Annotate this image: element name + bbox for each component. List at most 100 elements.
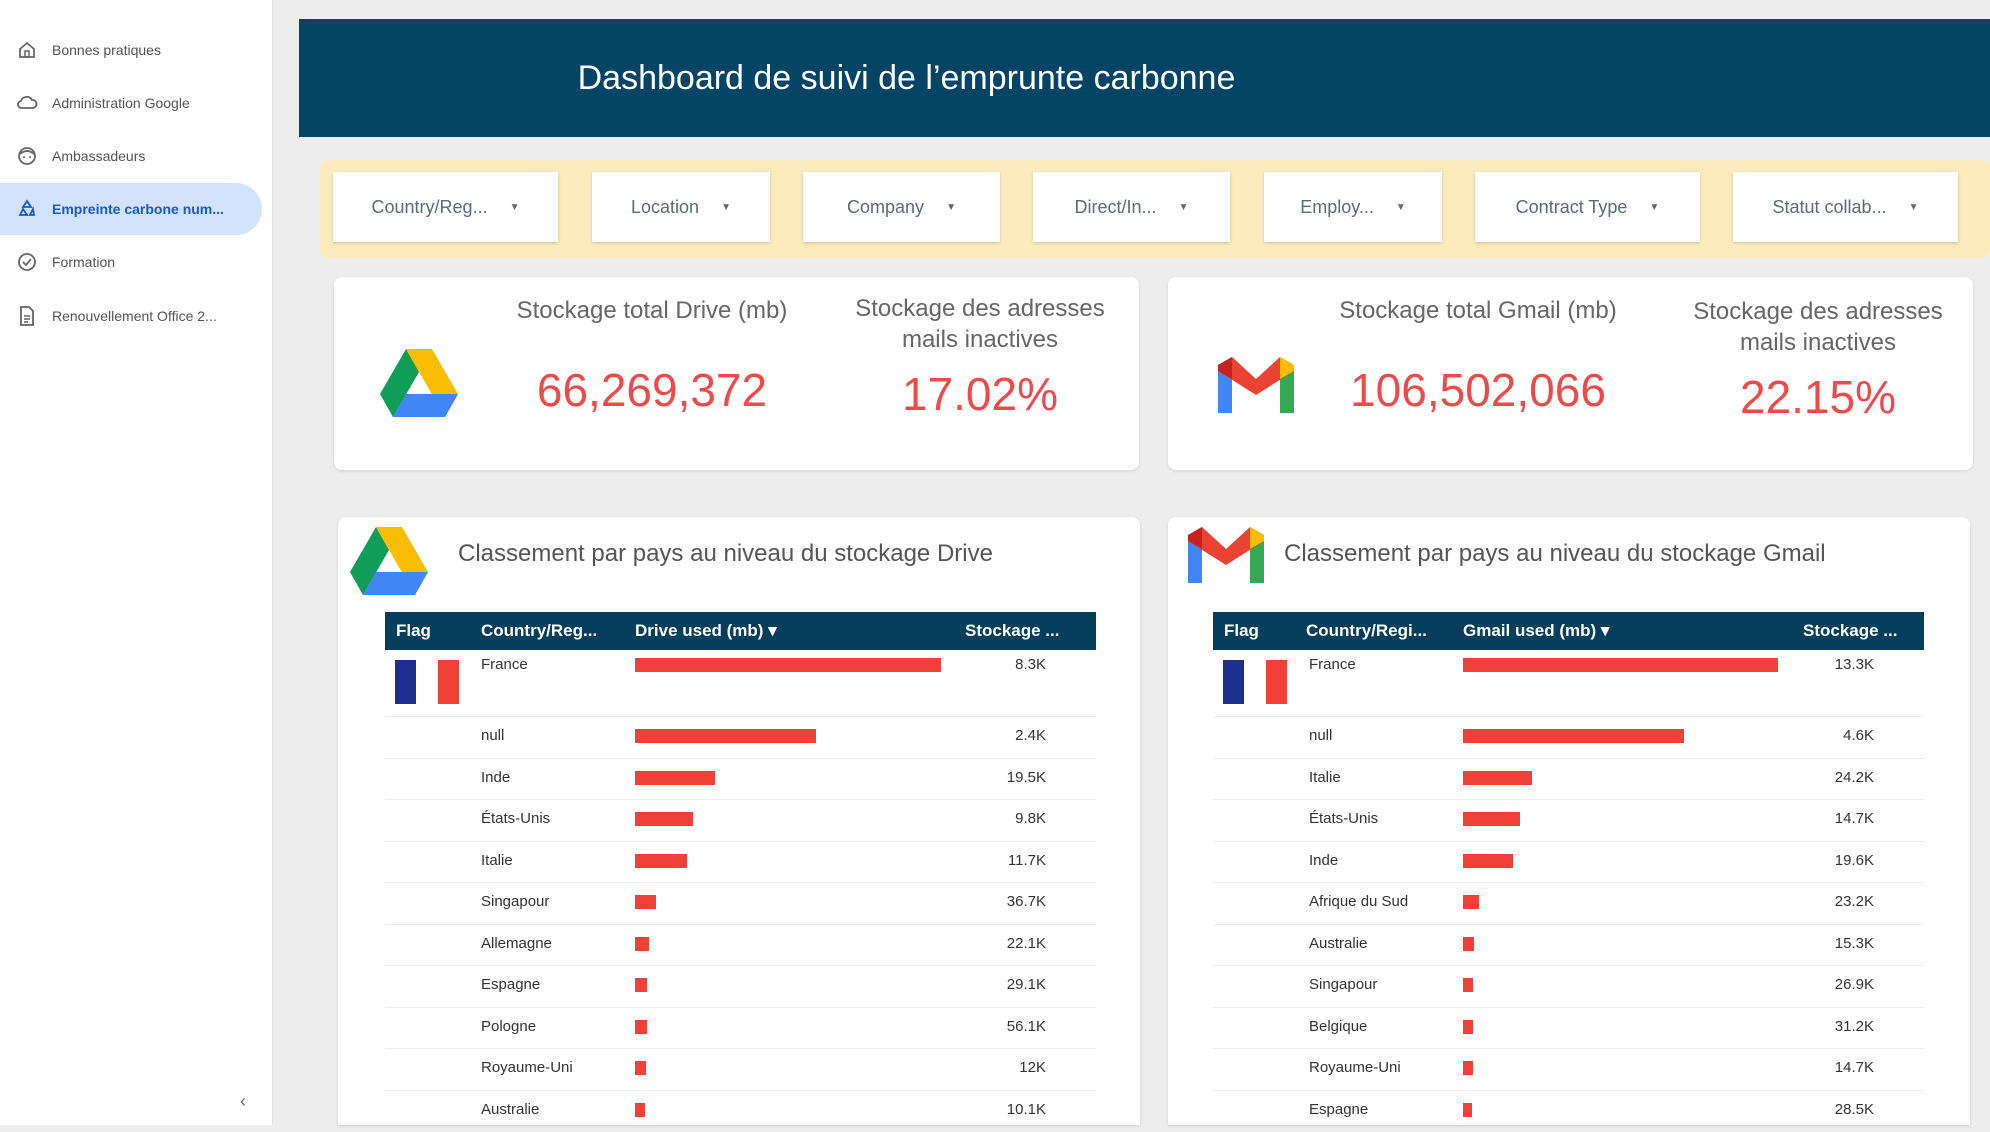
country-cell: null (481, 727, 504, 744)
dashboard-header: Dashboard de suivi de l’emprunte carbonn… (299, 19, 1990, 137)
usage-bar (1463, 854, 1513, 868)
country-cell: null (1309, 727, 1332, 744)
country-cell: Royaume-Uni (1309, 1059, 1401, 1076)
gmail-kpi-card: Stockage total Gmail (mb) 106,502,066 St… (1168, 277, 1973, 470)
country-cell: États-Unis (1309, 810, 1378, 827)
usage-bar (635, 812, 693, 826)
filter-company[interactable]: Company▼ (803, 172, 1000, 242)
country-cell: Australie (481, 1101, 539, 1118)
table-row[interactable]: États-Unis 14.7K (1213, 800, 1924, 842)
column-header-gmail-used[interactable]: Gmail used (mb) ▾ (1463, 621, 1609, 641)
country-cell: Inde (481, 769, 510, 786)
filter-location[interactable]: Location ▼ (592, 172, 770, 242)
sidebar-item-label: Administration Google (52, 95, 190, 111)
sidebar-item-bonnes-pratiques[interactable]: Bonnes pratiques (0, 24, 262, 76)
country-cell: Inde (1309, 852, 1338, 869)
country-cell: Espagne (1309, 1101, 1368, 1118)
drive-inactive-value: 17.02% (838, 367, 1122, 421)
country-cell: Singapour (481, 893, 549, 910)
sidebar-item-ambassadeurs[interactable]: Ambassadeurs (0, 130, 262, 182)
stockage-cell: 29.1K (1007, 976, 1046, 993)
usage-bar (635, 771, 715, 785)
filter-contract-type[interactable]: Contract Type▼ (1475, 172, 1700, 242)
google-drive-icon (350, 527, 428, 602)
stockage-cell: 2.4K (1015, 727, 1046, 744)
column-header-country[interactable]: Country/Reg... (481, 621, 597, 641)
sidebar-item-empreinte-carbone[interactable]: Empreinte carbone num... (0, 183, 262, 235)
country-cell: Italie (1309, 769, 1341, 786)
usage-bar (635, 895, 656, 909)
usage-bar (635, 658, 941, 672)
sidebar: Bonnes pratiques Administration Google A… (0, 0, 273, 1125)
stockage-cell: 24.2K (1835, 769, 1874, 786)
sidebar-item-administration-google[interactable]: Administration Google (0, 77, 262, 129)
france-flag-icon (1223, 660, 1287, 704)
country-cell: Singapour (1309, 976, 1377, 993)
table-row[interactable]: Italie 24.2K (1213, 759, 1924, 801)
dropdown-caret-icon: ▼ (721, 202, 731, 213)
table-header: Flag Country/Regi... Gmail used (mb) ▾ S… (1213, 612, 1924, 650)
usage-bar (635, 1103, 645, 1117)
usage-bar (635, 937, 649, 951)
usage-bar (1463, 1103, 1472, 1117)
column-header-stockage[interactable]: Stockage ... (965, 621, 1059, 641)
column-header-country[interactable]: Country/Regi... (1306, 621, 1427, 641)
column-header-stockage[interactable]: Stockage ... (1803, 621, 1897, 641)
stockage-cell: 56.1K (1007, 1018, 1046, 1035)
drive-total-label: Stockage total Drive (mb) (484, 295, 820, 326)
dropdown-caret-icon: ▼ (510, 202, 520, 213)
filter-country-region[interactable]: Country/Reg... ▼ (333, 172, 558, 242)
gmail-inactive-label: Stockage des adresses mails inactives (1668, 296, 1968, 358)
stockage-cell: 31.2K (1835, 1018, 1874, 1035)
dropdown-caret-icon: ▼ (1179, 202, 1189, 213)
filter-direct-indirect[interactable]: Direct/In...▼ (1033, 172, 1230, 242)
filter-label: Country/Reg... (372, 197, 488, 218)
usage-bar (1463, 1020, 1473, 1034)
usage-bar (1463, 895, 1479, 909)
filter-label: Location (631, 197, 699, 218)
column-header-flag[interactable]: Flag (1224, 621, 1259, 641)
collapse-sidebar-button[interactable]: ‹ (230, 1088, 256, 1114)
column-header-drive-used[interactable]: Drive used (mb) ▾ (635, 621, 777, 641)
stockage-cell: 11.7K (1008, 852, 1046, 869)
gmail-ranking-table: Flag Country/Regi... Gmail used (mb) ▾ S… (1213, 612, 1924, 1132)
stockage-cell: 14.7K (1835, 810, 1874, 827)
document-icon (14, 303, 40, 329)
country-cell: France (1309, 656, 1356, 673)
table-row[interactable]: null 2.4K (385, 717, 1096, 759)
sidebar-item-renouvellement-office[interactable]: Renouvellement Office 2... (0, 290, 262, 342)
sidebar-item-formation[interactable]: Formation (0, 236, 262, 288)
sidebar-item-label: Renouvellement Office 2... (52, 308, 217, 324)
drive-total-value: 66,269,372 (484, 363, 820, 417)
usage-bar (1463, 978, 1473, 992)
column-header-flag[interactable]: Flag (396, 621, 431, 641)
filter-statut-collaborateur[interactable]: Statut collab...▼ (1733, 172, 1958, 242)
country-cell: États-Unis (481, 810, 550, 827)
stockage-cell: 15.3K (1835, 935, 1874, 952)
filter-employee[interactable]: Employ...▼ (1264, 172, 1442, 242)
drive-ranking-table: Flag Country/Reg... Drive used (mb) ▾ St… (385, 612, 1096, 1132)
check-circle-icon (14, 249, 40, 275)
filter-label: Company (847, 197, 924, 218)
